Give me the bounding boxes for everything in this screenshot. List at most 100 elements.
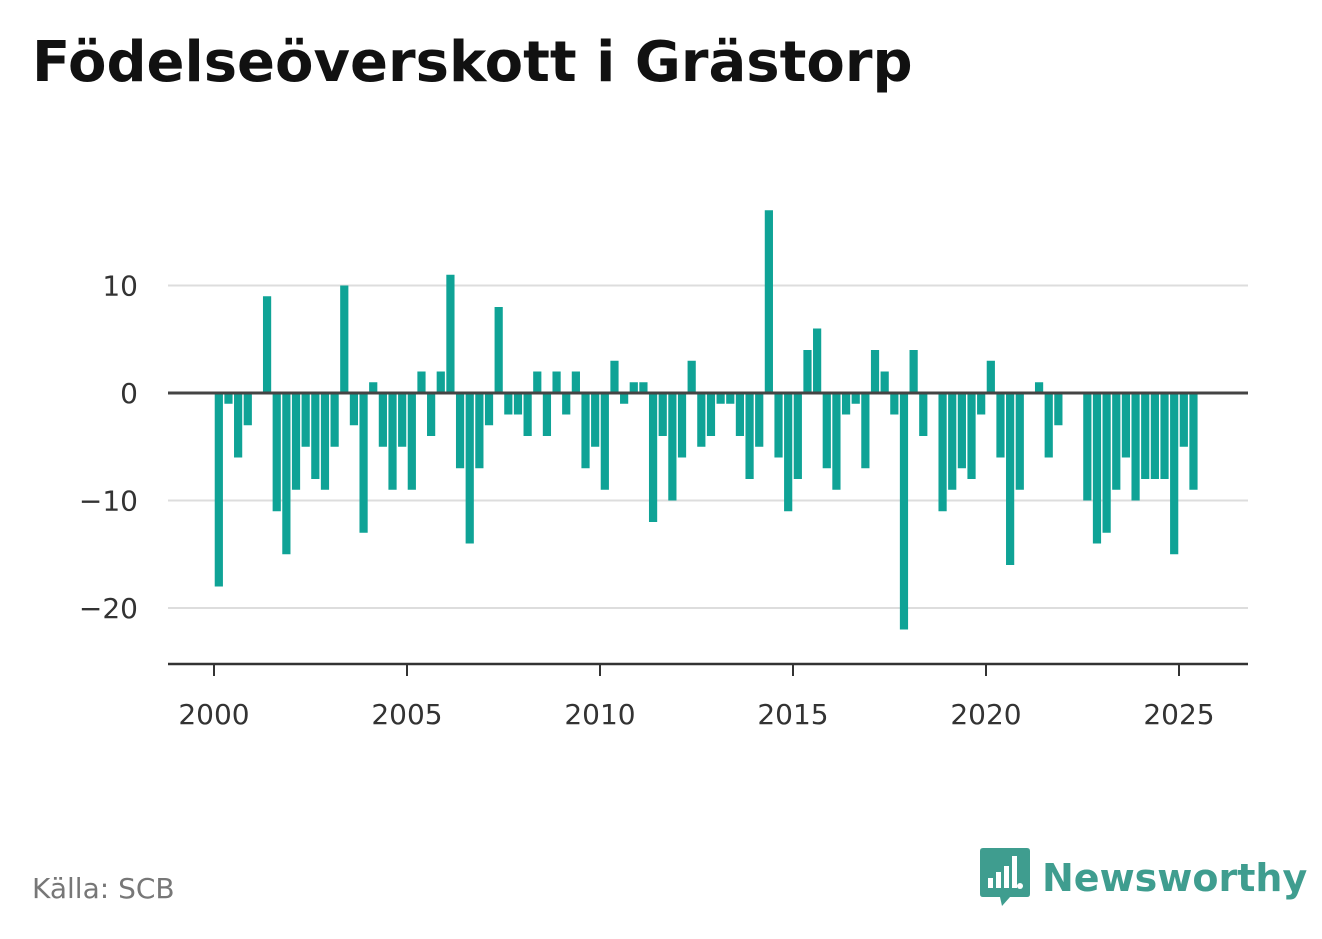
bar xyxy=(890,393,899,415)
bar xyxy=(687,360,696,393)
bar xyxy=(899,393,909,630)
bar xyxy=(272,393,281,512)
bar xyxy=(475,393,484,469)
bar xyxy=(378,393,387,447)
y-tick-label: −10 xyxy=(79,485,138,518)
bar xyxy=(793,393,802,479)
bar xyxy=(465,393,474,544)
bar xyxy=(726,393,735,404)
bar xyxy=(1006,393,1015,565)
bar xyxy=(986,360,995,393)
bar xyxy=(398,393,407,447)
bar xyxy=(735,393,745,436)
brand-name: Newsworthy xyxy=(1042,856,1308,900)
bar xyxy=(1189,393,1198,490)
bar xyxy=(542,393,552,436)
bar xyxy=(1054,393,1063,426)
bar xyxy=(764,210,773,393)
bar xyxy=(320,393,330,490)
x-tick-label: 2010 xyxy=(564,698,635,731)
bar xyxy=(282,393,291,555)
bar xyxy=(301,393,310,447)
bar xyxy=(832,393,841,490)
bar xyxy=(996,393,1005,458)
chart-title: Födelseöverskott i Grästorp xyxy=(32,30,913,95)
x-tick-label: 2000 xyxy=(178,698,249,731)
bar xyxy=(1083,393,1092,501)
bar xyxy=(1160,393,1169,479)
bar xyxy=(455,393,465,469)
bar xyxy=(504,393,513,415)
bar xyxy=(1121,393,1131,458)
bar xyxy=(340,285,349,393)
bar xyxy=(706,393,716,436)
bar xyxy=(224,393,233,404)
bar xyxy=(581,393,590,469)
bar xyxy=(407,393,416,490)
bar xyxy=(484,393,494,426)
x-tick-label: 2005 xyxy=(371,698,442,731)
bar xyxy=(668,393,677,501)
bar xyxy=(1015,393,1024,490)
bar xyxy=(948,393,957,490)
bar xyxy=(919,393,928,436)
bar xyxy=(677,393,687,458)
bar xyxy=(1112,393,1121,490)
bar xyxy=(861,393,870,469)
bar xyxy=(851,393,860,404)
bar xyxy=(977,393,986,415)
bar xyxy=(822,393,831,469)
bar xyxy=(523,393,532,436)
bar xyxy=(571,371,580,393)
bar xyxy=(311,393,320,479)
bar xyxy=(562,393,571,415)
bar xyxy=(648,393,658,522)
bar xyxy=(533,371,542,393)
bar xyxy=(1179,393,1188,447)
bar xyxy=(436,371,445,393)
source-note: Källa: SCB xyxy=(32,872,175,905)
bar xyxy=(880,371,889,393)
x-tick-label: 2015 xyxy=(757,698,828,731)
bar xyxy=(330,393,339,447)
bar xyxy=(784,393,793,512)
bar xyxy=(494,307,503,393)
bar xyxy=(938,393,947,512)
bar xyxy=(745,393,754,479)
bar xyxy=(1102,393,1111,533)
bar xyxy=(755,393,764,447)
bar xyxy=(591,393,600,447)
bar xyxy=(388,393,397,490)
bar xyxy=(369,382,378,393)
bar xyxy=(1170,393,1179,555)
bar xyxy=(1092,393,1102,544)
bar xyxy=(417,371,426,393)
bar xyxy=(1044,393,1053,458)
bar xyxy=(610,360,619,393)
bar xyxy=(1141,393,1150,479)
y-tick-label: 10 xyxy=(102,270,138,303)
bar xyxy=(716,393,725,404)
bar xyxy=(813,328,822,393)
y-tick-label: −20 xyxy=(79,592,138,625)
brand-logo: Newsworthy xyxy=(980,848,1307,908)
bar xyxy=(957,393,966,469)
bar xyxy=(291,393,301,490)
x-tick-label: 2020 xyxy=(950,698,1021,731)
bar xyxy=(243,393,252,426)
bar xyxy=(1131,393,1140,501)
axes: 10 0 −10 −20 2000 2005 2010 2015 2020 2025 xyxy=(79,270,1248,731)
bar xyxy=(803,350,812,393)
y-tick-label: 0 xyxy=(120,377,138,410)
bar xyxy=(658,393,667,436)
x-tick-label: 2025 xyxy=(1143,698,1214,731)
bar xyxy=(870,350,880,393)
bar xyxy=(427,393,436,436)
bar xyxy=(620,393,629,404)
bars xyxy=(214,210,1198,630)
bar xyxy=(909,350,918,393)
bar xyxy=(349,393,359,426)
bar xyxy=(774,393,783,458)
bar xyxy=(841,393,851,415)
bar xyxy=(446,274,455,393)
